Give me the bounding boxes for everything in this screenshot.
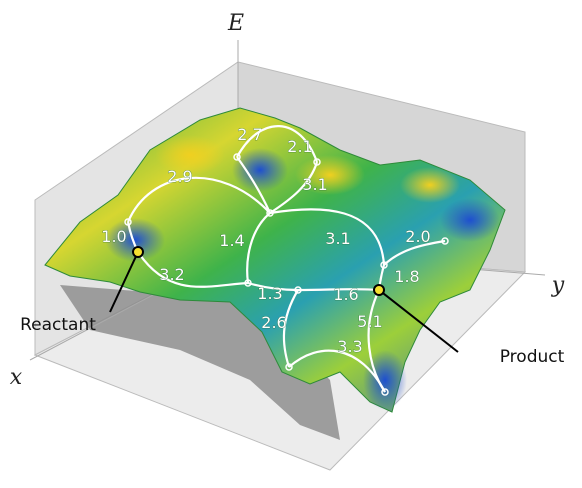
edge-label: 3.2 bbox=[159, 265, 184, 284]
edge-label: 3.1 bbox=[302, 175, 327, 194]
edge-label: 1.3 bbox=[257, 284, 282, 303]
reactant-label: Reactant bbox=[20, 315, 96, 335]
edge-label: 3.3 bbox=[337, 337, 362, 356]
basin bbox=[232, 148, 288, 192]
edge-label: 2.0 bbox=[405, 227, 430, 246]
product-label: Product bbox=[500, 347, 565, 367]
basin bbox=[363, 350, 407, 410]
edge-label: 1.8 bbox=[394, 267, 419, 286]
edge-label: 2.7 bbox=[237, 125, 262, 144]
basin bbox=[440, 198, 500, 242]
edge-label: 5.1 bbox=[357, 312, 382, 331]
edge-label: 2.1 bbox=[287, 137, 312, 156]
energy-landscape: E y x Reactant Product 2.7 2.1 2.9 3.1 1.0 1.… bbox=[0, 0, 582, 488]
edge-label: 2.6 bbox=[261, 313, 286, 332]
edge-label: 1.4 bbox=[219, 231, 244, 250]
axis-label-x: x bbox=[10, 365, 23, 390]
edge-label: 1.0 bbox=[101, 227, 126, 246]
state-node bbox=[133, 247, 143, 257]
axis-label-y: y bbox=[551, 273, 565, 298]
state-node bbox=[374, 285, 384, 295]
edge-label: 1.6 bbox=[333, 285, 358, 304]
peak bbox=[400, 167, 460, 203]
edge-label: 2.9 bbox=[167, 167, 192, 186]
axis-label-e: E bbox=[227, 11, 244, 36]
edge-label: 3.1 bbox=[325, 229, 350, 248]
